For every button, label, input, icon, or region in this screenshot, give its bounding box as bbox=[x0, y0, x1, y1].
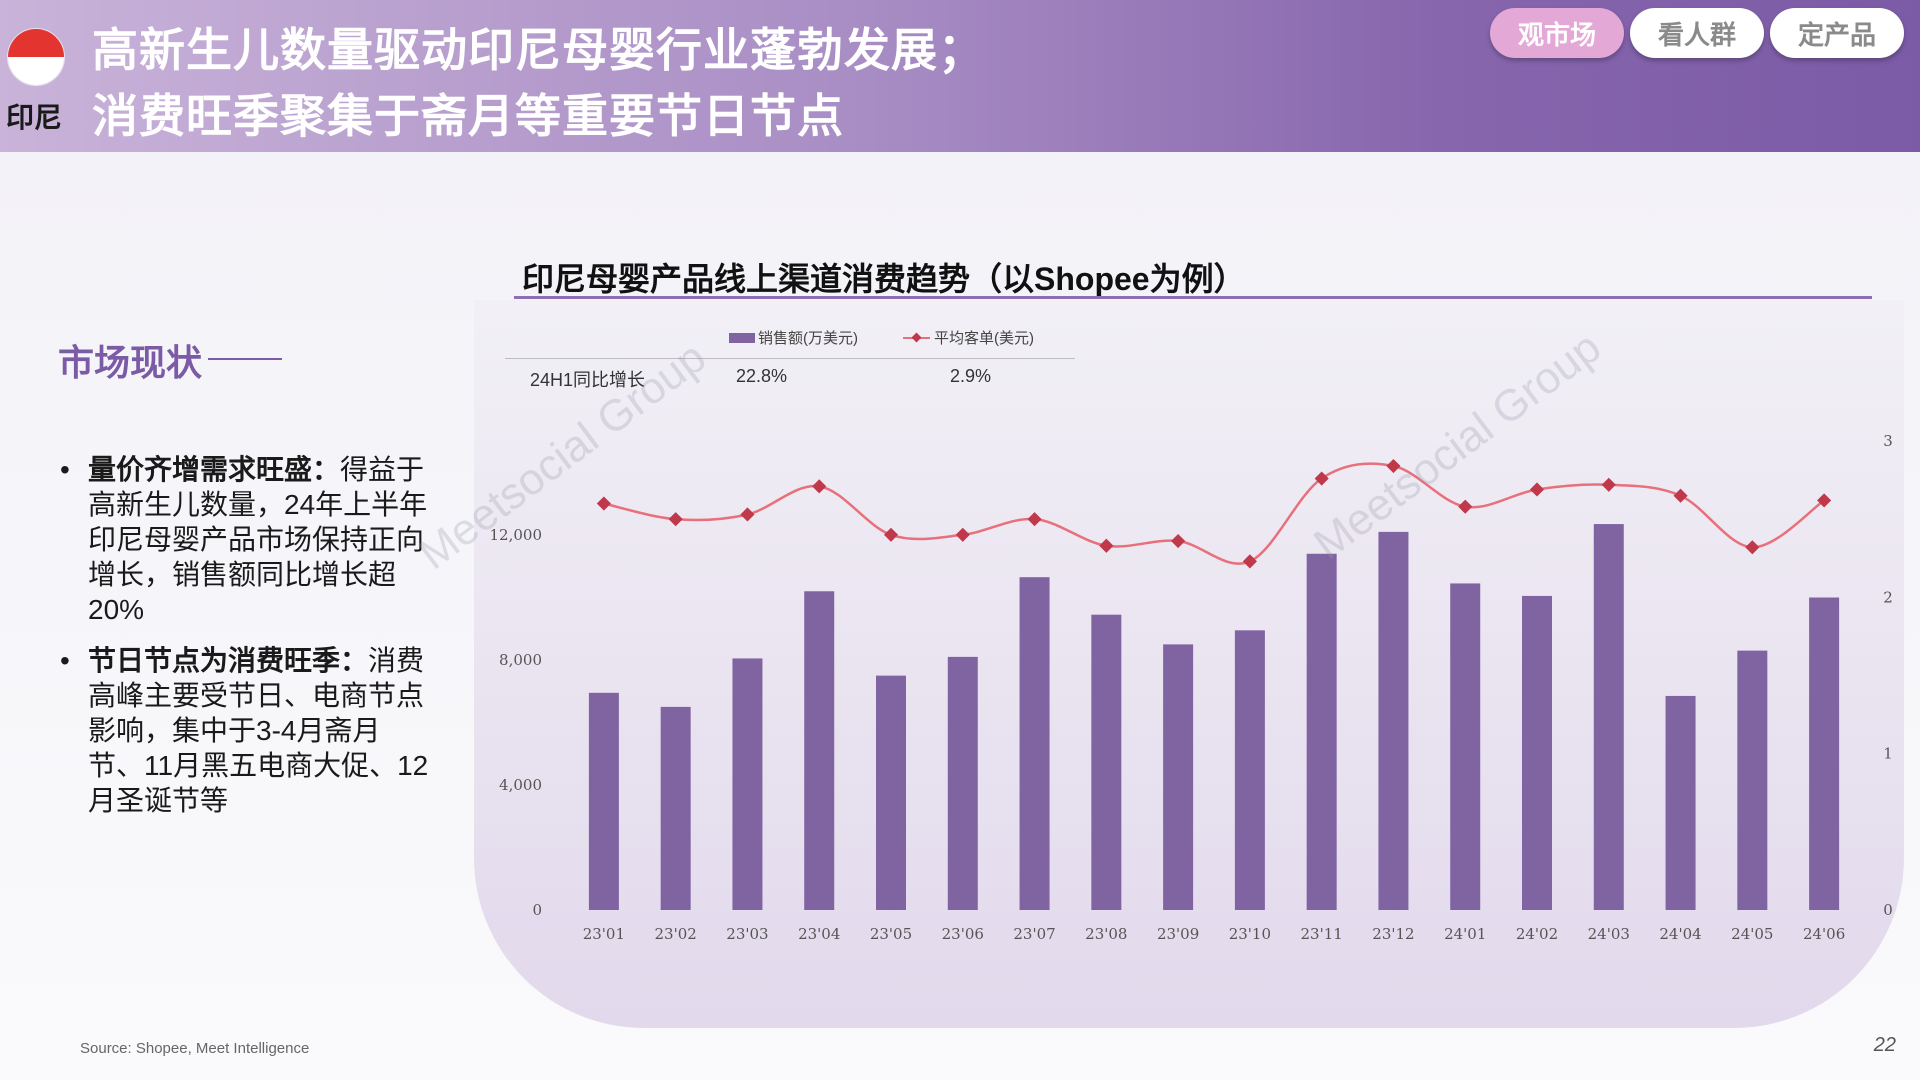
tab-audience[interactable]: 看人群 bbox=[1630, 8, 1764, 58]
bar-sales bbox=[732, 658, 763, 910]
bullet-dot-icon: • bbox=[60, 645, 70, 676]
line-marker bbox=[1601, 477, 1616, 492]
section-tabs: 观市场 看人群 定产品 bbox=[1490, 8, 1904, 58]
bullet-text: 消费高峰主要受节日、电商节点影响，集中于3-4月斋月节、11月黑五电商大促、12… bbox=[88, 645, 429, 816]
bar-sales bbox=[947, 656, 978, 910]
tab-market[interactable]: 观市场 bbox=[1490, 8, 1624, 58]
section-title-rule bbox=[208, 358, 282, 360]
bar-sales bbox=[1306, 553, 1337, 910]
bullet-heading: 节日节点为消费旺季： bbox=[88, 645, 369, 676]
country-label: 印尼 bbox=[6, 102, 63, 133]
bar-sales bbox=[1522, 595, 1552, 910]
line-avg-order bbox=[603, 462, 1825, 565]
chart-title-rule bbox=[514, 296, 1872, 299]
bar-sales bbox=[1665, 695, 1696, 910]
x-tick-label: 23'12 bbox=[1372, 925, 1414, 943]
growth-avg-order-value: 2.9% bbox=[950, 366, 992, 386]
chart-title: 印尼母婴产品线上渠道消费趋势（以Shopee为例） bbox=[522, 261, 1246, 297]
bullet-item: • 节日节点为消费旺季：消费高峰主要受节日、电商节点影响，集中于3-4月斋月节、… bbox=[58, 643, 430, 818]
bullet-dot-icon: • bbox=[60, 454, 70, 485]
growth-sales-value: 22.8% bbox=[736, 366, 788, 386]
y-left-tick-label: 8,000 bbox=[499, 651, 542, 669]
x-tick-label: 23'07 bbox=[1013, 925, 1055, 943]
y-right-tick-label: 3 bbox=[1883, 432, 1893, 450]
bar-sales bbox=[1234, 630, 1265, 910]
line-marker bbox=[1745, 540, 1760, 555]
x-tick-label: 24'04 bbox=[1659, 925, 1701, 943]
line-marker bbox=[740, 507, 755, 522]
page-number: 22 bbox=[1873, 1034, 1896, 1056]
legend-marker bbox=[911, 332, 922, 343]
tab-product[interactable]: 定产品 bbox=[1770, 8, 1904, 58]
page-title-line-1: 高新生儿数量驱动印尼母婴行业蓬勃发展； bbox=[92, 24, 985, 76]
line-marker bbox=[1027, 512, 1042, 527]
legend-label-avg-order: 平均客单(美元) bbox=[934, 330, 1034, 347]
x-tick-label: 23'01 bbox=[583, 925, 625, 943]
x-tick-label: 23'08 bbox=[1085, 925, 1127, 943]
y-left-tick-label: 0 bbox=[532, 901, 542, 919]
header-bar: 印尼 高新生儿数量驱动印尼母婴行业蓬勃发展； 消费旺季聚集于斋月等重要节日节点 … bbox=[0, 0, 1920, 152]
line-marker bbox=[1386, 458, 1401, 474]
line-marker bbox=[1099, 538, 1114, 553]
bar-sales bbox=[1378, 531, 1409, 910]
x-tick-label: 24'06 bbox=[1803, 925, 1845, 943]
growth-table-rule bbox=[505, 358, 1075, 359]
line-marker bbox=[1817, 493, 1832, 508]
x-tick-label: 23'10 bbox=[1229, 925, 1271, 943]
line-marker bbox=[1673, 488, 1688, 503]
legend-label-sales: 销售额(万美元) bbox=[758, 330, 858, 347]
bar-sales bbox=[660, 706, 691, 910]
x-tick-label: 24'02 bbox=[1516, 925, 1558, 943]
bar-sales bbox=[1450, 583, 1481, 910]
line-marker bbox=[1242, 554, 1257, 569]
y-right-tick-label: 0 bbox=[1883, 901, 1893, 919]
bar-sales bbox=[1593, 524, 1624, 910]
line-marker bbox=[883, 527, 899, 542]
x-tick-label: 24'05 bbox=[1731, 925, 1773, 943]
x-tick-label: 23'09 bbox=[1157, 925, 1199, 943]
bar-sales bbox=[588, 692, 619, 910]
y-left-tick-label: 12,000 bbox=[490, 526, 543, 544]
bar-sales bbox=[1091, 614, 1122, 910]
x-tick-label: 23'11 bbox=[1301, 925, 1343, 943]
line-marker bbox=[668, 512, 683, 527]
bar-sales bbox=[1019, 577, 1050, 910]
growth-label: 24H1同比增长 bbox=[530, 370, 646, 390]
x-tick-label: 23'06 bbox=[942, 925, 984, 943]
x-tick-label: 23'02 bbox=[655, 925, 697, 943]
y-right-tick-label: 1 bbox=[1883, 745, 1893, 763]
line-marker bbox=[1529, 482, 1545, 497]
source-note: Source: Shopee, Meet Intelligence bbox=[80, 1040, 310, 1057]
y-left-tick-label: 4,000 bbox=[499, 776, 542, 794]
bar-sales bbox=[1737, 650, 1768, 910]
bullet-item: • 量价齐增需求旺盛：得益于高新生儿数量，24年上半年印尼母婴产品市场保持正向增… bbox=[58, 452, 430, 627]
legend-swatch-sales bbox=[729, 333, 755, 343]
bullet-heading: 量价齐增需求旺盛： bbox=[88, 454, 341, 485]
line-marker bbox=[1458, 499, 1473, 514]
line-marker bbox=[1171, 533, 1186, 549]
bar-sales bbox=[1809, 597, 1840, 910]
x-tick-label: 23'03 bbox=[726, 925, 768, 943]
page-title-line-2: 消费旺季聚集于斋月等重要节日节点 bbox=[92, 90, 844, 142]
x-tick-label: 23'05 bbox=[870, 925, 912, 943]
bar-sales bbox=[876, 675, 906, 910]
bar-sales bbox=[804, 591, 835, 910]
section-title: 市场现状 bbox=[58, 342, 203, 383]
y-right-tick-label: 2 bbox=[1883, 588, 1893, 606]
bullet-text: 得益于高新生儿数量，24年上半年印尼母婴产品市场保持正向增长，销售额同比增长超2… bbox=[88, 454, 428, 625]
line-marker bbox=[596, 496, 611, 511]
bar-sales bbox=[1163, 644, 1194, 910]
line-marker bbox=[955, 527, 970, 542]
x-tick-label: 24'01 bbox=[1444, 925, 1486, 943]
line-marker bbox=[812, 479, 827, 494]
line-marker bbox=[1314, 471, 1329, 486]
bullet-list: • 量价齐增需求旺盛：得益于高新生儿数量，24年上半年印尼母婴产品市场保持正向增… bbox=[58, 452, 430, 834]
x-tick-label: 23'04 bbox=[798, 925, 840, 943]
x-tick-label: 24'03 bbox=[1588, 925, 1630, 943]
